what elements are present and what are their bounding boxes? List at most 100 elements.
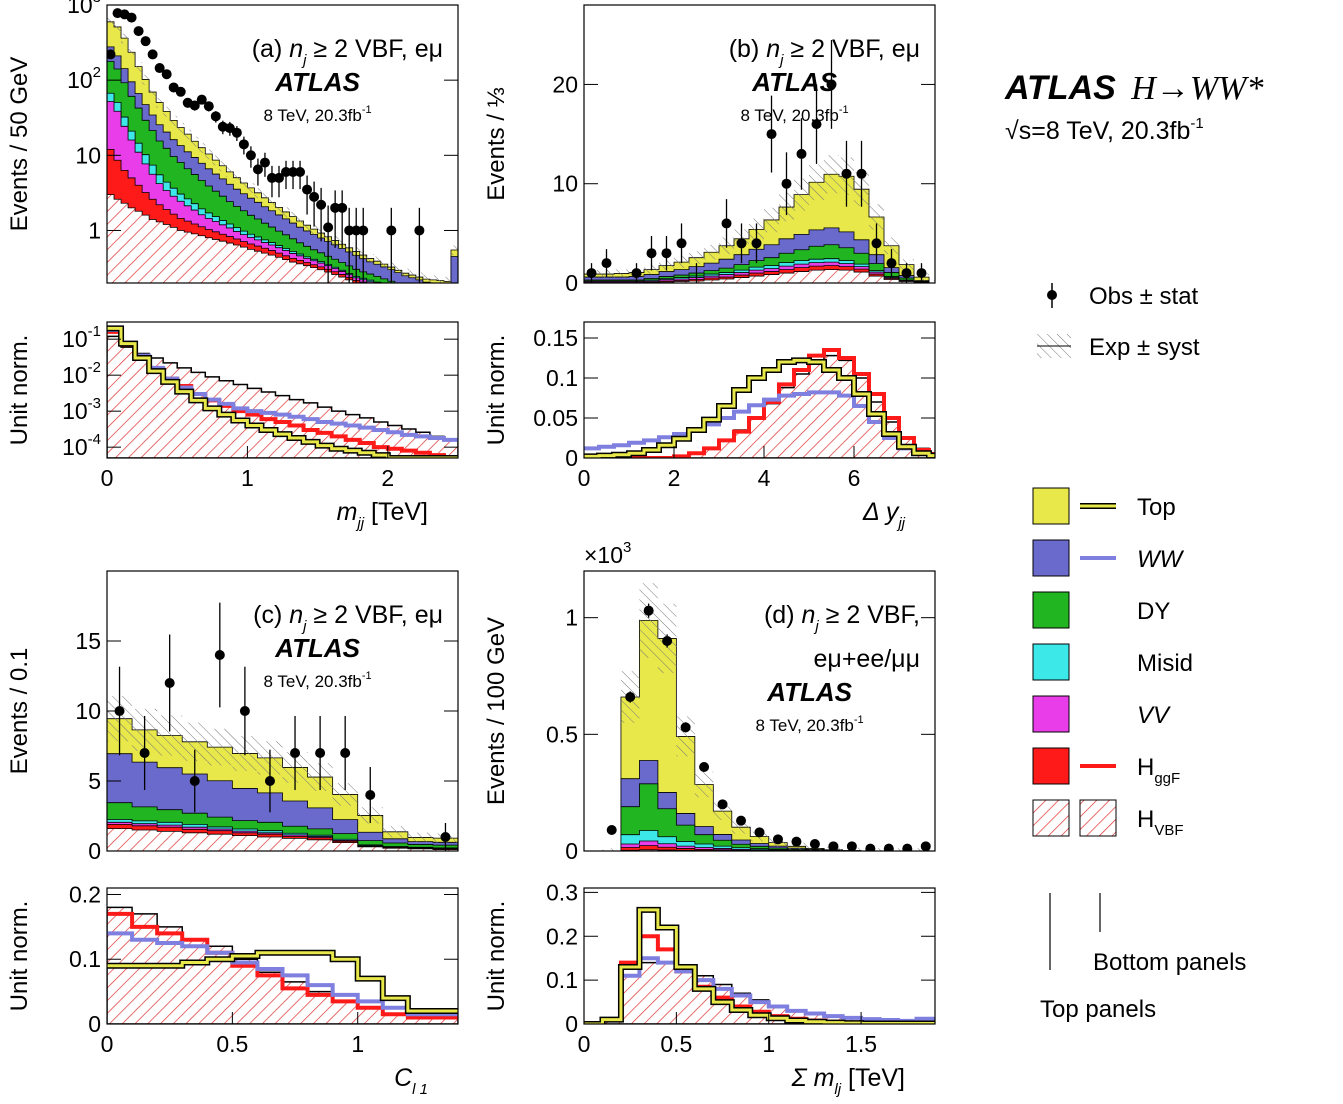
obs-point-b: [661, 248, 672, 259]
ylabel-c: Events / 0.1: [6, 648, 33, 775]
xtick-label-d_ratio: 1: [762, 1031, 775, 1057]
obs-point-c: [139, 748, 150, 758]
legend-entry-ww: WW: [1032, 539, 1185, 577]
series-h-vbf-a: [107, 194, 458, 283]
syst-band-c: [107, 696, 458, 843]
legend-entry-vv: VV: [1032, 695, 1171, 733]
panel-frame-a: [106, 4, 459, 284]
xlabel-d_ratio: Σ mlj [TeV]: [791, 1064, 905, 1098]
ylabel-b: Events / ⅓: [483, 87, 510, 200]
norm-top-a_ratio: [107, 326, 458, 458]
lumi-label-c: 8 TeV, 20.3fb-1: [264, 670, 372, 691]
obs-point-d: [606, 825, 617, 835]
obs-point-a: [323, 222, 334, 233]
obs-point-c: [290, 748, 301, 758]
obs-point-d: [920, 841, 931, 851]
ylabel-d_ratio: Unit norm.: [483, 901, 510, 1012]
xtick-label-a_ratio: 2: [381, 465, 394, 491]
obs-point-a: [273, 172, 284, 183]
obs-point-a: [414, 225, 425, 236]
obs-point-a: [316, 199, 327, 210]
panel-a: 1 10 102 103 Events / 50 GeV (a) nj ≥ 2 VBF, …: [6, 0, 459, 284]
xlabel-a_ratio: mjj [TeV]: [337, 498, 428, 532]
legend: ATLAS H→WW* √s=8 TeV, 20.3fb-1 Obs ± sta…: [1004, 69, 1263, 1023]
xlabel-b_ratio: Δ yjj: [862, 498, 906, 532]
legend-label: Misid: [1137, 650, 1193, 677]
ytick-label-b_ratio: 0.15: [533, 325, 578, 351]
obs-point-a: [266, 172, 277, 183]
obs-point-b: [901, 268, 912, 279]
legend-obs-marker: [1047, 290, 1057, 300]
legend-entry-h-vbf: HVBF: [1032, 799, 1184, 839]
xtick-label-b_ratio: 4: [758, 465, 771, 491]
obs-point-d: [680, 722, 691, 733]
obs-point-a: [126, 12, 137, 23]
ylabel-c_ratio: Unit norm.: [6, 901, 33, 1012]
legend-top-panels-label: Top panels: [1040, 996, 1156, 1023]
legend-entries: Top WW DY Misid VV HggF HVBF: [1032, 487, 1193, 839]
ytick-label-a: 103: [67, 0, 101, 18]
panel-a_ratio: 10-4 10-3 10-2 10-1 0 1 2 Unit norm. mjj [TeV]: [6, 321, 459, 532]
legend-entry-h-ggf: HggF: [1032, 747, 1180, 787]
obs-point-b: [766, 129, 777, 140]
ytick-label-b_ratio: 0.1: [546, 365, 578, 391]
legend-label: Top: [1137, 494, 1176, 521]
ytick-label-b_ratio: 0.05: [533, 405, 578, 431]
obs-point-a: [203, 101, 214, 112]
obs-point-c: [189, 776, 200, 786]
ytick-label-d_ratio: 0.2: [546, 923, 578, 949]
lumi-label-d: 8 TeV, 20.3fb-1: [756, 714, 864, 735]
plot-area-a_ratio: [107, 325, 458, 458]
plot-area-b_ratio: [584, 348, 935, 458]
obs-point-d: [883, 843, 894, 851]
legend-entry-misid: Misid: [1032, 643, 1193, 681]
panel-frame-b: [583, 4, 936, 284]
legend-swatch: [1032, 799, 1070, 837]
xtick-label-c_ratio: 1: [351, 1031, 364, 1057]
obs-point-d: [662, 636, 673, 646]
obs-point-c: [239, 706, 250, 716]
obs-point-b: [811, 119, 822, 130]
ytick-label-d_ratio: 0.3: [546, 879, 578, 905]
obs-point-d: [791, 836, 802, 847]
obs-point-b: [631, 268, 642, 279]
plot-area-c: [107, 602, 458, 851]
ytick-label-d_ratio: 0.1: [546, 967, 578, 993]
obs-point-b: [871, 238, 882, 249]
legend-energy-label: √s=8 TeV, 20.3fb-1: [1005, 115, 1204, 145]
obs-point-a: [245, 150, 256, 161]
ylabel-a_ratio: Unit norm.: [6, 335, 33, 446]
obs-point-d: [772, 834, 783, 845]
norm-ww-c_ratio: [107, 931, 458, 1017]
obs-point-d: [717, 799, 728, 810]
obs-point-d: [902, 843, 913, 851]
panel-annotation-d: (d) nj ≥ 2 VBF,: [764, 601, 920, 635]
obs-point-a: [302, 184, 313, 195]
panel-d: 0 0.5 1 Events / 100 GeV (d) nj ≥ 2 VBF, eμ+e…: [483, 539, 936, 864]
multiplier-d: ×103: [584, 539, 631, 568]
panel-frame-d_ratio: [583, 887, 936, 1025]
obs-point-a: [147, 49, 158, 60]
norm-top-d_ratio: [584, 908, 935, 1024]
ytick-label-c_ratio: 0.2: [69, 881, 101, 907]
obs-point-c: [315, 748, 326, 758]
obs-point-a: [161, 69, 172, 80]
obs-point-c: [214, 650, 225, 660]
obs-point-d: [625, 692, 636, 702]
obs-point-a: [189, 100, 200, 111]
obs-point-a: [196, 94, 207, 105]
obs-point-a: [140, 36, 151, 47]
obs-point-b: [721, 218, 732, 229]
lumi-label-b: 8 TeV, 20.3fb-1: [741, 104, 849, 125]
series-h-vbf-c: [107, 828, 458, 851]
obs-point-d: [736, 815, 747, 826]
legend-swatch: [1032, 747, 1070, 785]
obs-point-b: [676, 238, 687, 249]
obs-point-a: [344, 225, 355, 236]
obs-point-a: [288, 166, 299, 177]
plot-area-d_ratio: [584, 906, 935, 1024]
obs-point-c: [264, 776, 275, 786]
xtick-label-d_ratio: 1.5: [845, 1031, 877, 1057]
obs-point-a: [386, 225, 397, 236]
